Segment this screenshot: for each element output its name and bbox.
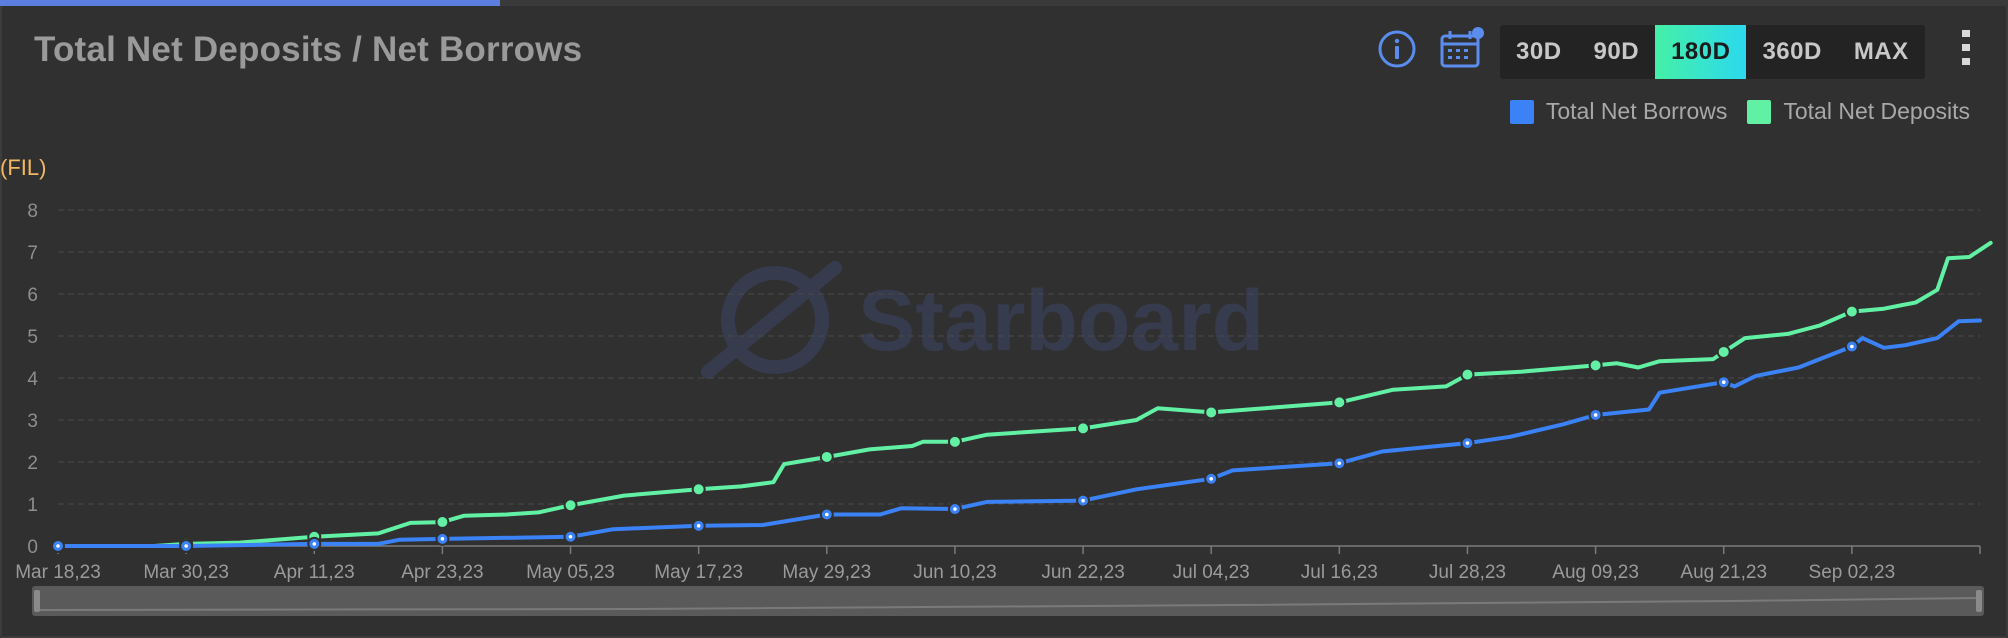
legend-label-deposits: Total Net Deposits [1783, 98, 1970, 124]
data-point-deposits [1204, 405, 1219, 420]
legend-swatch-borrows [1509, 99, 1534, 124]
legend-item-borrows[interactable]: Total Net Borrows [1509, 98, 1728, 125]
chart-legend: Total Net Borrows Total Net Deposits [1509, 98, 1970, 125]
legend-label-borrows: Total Net Borrows [1545, 98, 1728, 124]
x-tick-label: Apr 23,23 [401, 562, 483, 583]
x-tick-label: Jul 16,23 [1301, 562, 1378, 583]
watermark-text: Starboard [858, 273, 1264, 369]
y-tick-label: 8 [27, 201, 38, 222]
data-point-center [696, 524, 701, 528]
data-point-deposits [1076, 421, 1091, 436]
series-line-deposits [56, 240, 1993, 548]
data-point-deposits [1716, 344, 1731, 359]
watermark-slash-icon [701, 261, 842, 379]
x-tick-label: Apr 11,23 [274, 562, 355, 583]
data-point-center [825, 512, 829, 517]
data-point-deposits [1844, 304, 1859, 319]
range-90d-button[interactable]: 90D [1593, 38, 1640, 65]
navigator-left-handle[interactable] [34, 590, 40, 612]
series-line-borrows [56, 318, 1982, 548]
y-tick-label: 2 [27, 453, 38, 474]
range-180d-button[interactable]: 180D [1655, 25, 1747, 79]
range-360d-button[interactable]: 360D [1762, 38, 1822, 65]
x-tick-label: Jul 04,23 [1173, 562, 1250, 583]
x-tick-label: Jul 28,23 [1429, 562, 1506, 583]
data-point-deposits [691, 482, 706, 497]
y-tick-label: 7 [27, 243, 38, 264]
range-selector: 30D 90D 180D 360D MAX [1500, 25, 1925, 79]
legend-swatch-deposits [1747, 99, 1772, 124]
data-point-deposits [1460, 367, 1475, 382]
y-tick-label: 0 [27, 537, 38, 558]
x-tick-label: May 17,23 [654, 562, 743, 583]
y-tick-label: 1 [27, 495, 38, 516]
data-point-center [56, 544, 60, 548]
data-point-center [1850, 344, 1854, 349]
data-point-center [1721, 380, 1726, 385]
data-point-center [1593, 413, 1598, 417]
x-tick-label: Aug 09,23 [1552, 562, 1639, 583]
more-vertical-icon[interactable] [1956, 26, 1976, 70]
x-tick-label: Aug 21,23 [1680, 562, 1767, 583]
data-point-deposits [947, 434, 962, 449]
data-point-center [184, 544, 188, 548]
x-tick-label: Sep 02,23 [1809, 562, 1896, 583]
y-tick-label: 4 [27, 369, 38, 390]
data-point-center [953, 507, 957, 511]
data-point-center [1081, 498, 1085, 503]
data-point-deposits [1588, 358, 1603, 373]
loading-bar-fill [0, 0, 500, 6]
data-point-center [1465, 441, 1470, 445]
watermark-logo-icon [721, 266, 829, 374]
range-navigator[interactable] [32, 586, 1984, 616]
x-tick-label: Jun 22,23 [1041, 562, 1124, 583]
x-tick-label: Jun 10,23 [913, 562, 996, 583]
watermark: Starboard [701, 261, 1264, 379]
navigator-right-handle[interactable] [1976, 590, 1982, 612]
data-point-center [568, 534, 573, 539]
navigator-sparkline [37, 597, 1979, 611]
data-point-center [1209, 477, 1213, 481]
calendar-icon[interactable] [1438, 26, 1486, 72]
y-tick-label: 6 [27, 285, 38, 306]
loading-bar [0, 0, 2008, 6]
x-tick-label: Mar 18,23 [15, 562, 101, 583]
data-point-center [1337, 461, 1342, 466]
data-point-deposits [1332, 395, 1347, 410]
x-tick-label: May 05,23 [526, 562, 615, 583]
info-icon[interactable] [1376, 28, 1418, 70]
range-30d-button[interactable]: 30D [1516, 38, 1562, 65]
y-tick-label: 3 [27, 411, 38, 432]
y-tick-label: 5 [27, 327, 38, 348]
legend-item-deposits[interactable]: Total Net Deposits [1747, 98, 1970, 125]
x-tick-label: Mar 30,23 [143, 562, 229, 583]
data-point-center [312, 542, 317, 546]
x-tick-label: May 29,23 [782, 562, 871, 583]
data-point-center [440, 537, 445, 541]
range-max-button[interactable]: MAX [1853, 38, 1909, 65]
data-point-deposits [435, 515, 450, 530]
data-point-deposits [563, 498, 578, 513]
chart-title: Total Net Deposits / Net Borrows [34, 30, 583, 69]
y-axis-unit: (FIL) [0, 155, 46, 180]
data-point-deposits [819, 449, 834, 464]
